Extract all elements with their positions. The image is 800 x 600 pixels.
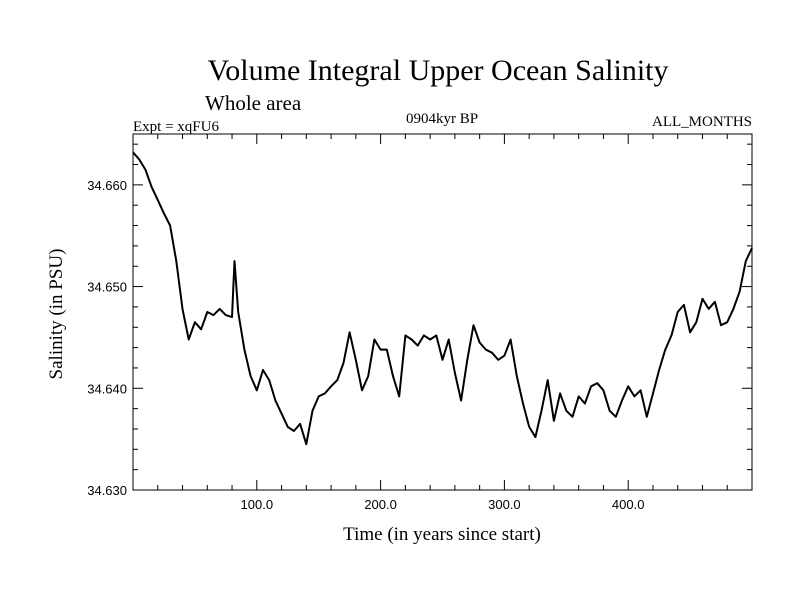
x-tick-label: 300.0	[488, 497, 521, 512]
x-tick-label: 200.0	[364, 497, 397, 512]
x-tick-label: 100.0	[241, 497, 274, 512]
months-label: ALL_MONTHS	[652, 114, 752, 130]
y-axis-title: Salinity (in PSU)	[46, 249, 67, 380]
experiment-label: Expt = xqFU6	[133, 119, 219, 135]
y-tick-label: 34.650	[87, 280, 127, 295]
y-tick-label: 34.660	[87, 178, 127, 193]
plot-frame	[132, 133, 753, 491]
chart-subtitle: Whole area	[205, 91, 302, 115]
y-tick-label: 34.640	[87, 381, 127, 396]
y-tick-label: 34.630	[87, 483, 127, 498]
x-axis-title: Time (in years since start)	[343, 524, 541, 545]
tick-labels: 100.0 200.0 300.0 400.0 34.630 34.640 34.650 34…	[87, 178, 644, 512]
x-tick-label: 400.0	[612, 497, 645, 512]
axis-ticks	[133, 134, 752, 491]
chart-title: Volume Integral Upper Ocean Salinity	[208, 54, 669, 87]
salinity-series-line	[132, 151, 753, 446]
period-label: 0904kyr BP	[406, 111, 478, 127]
